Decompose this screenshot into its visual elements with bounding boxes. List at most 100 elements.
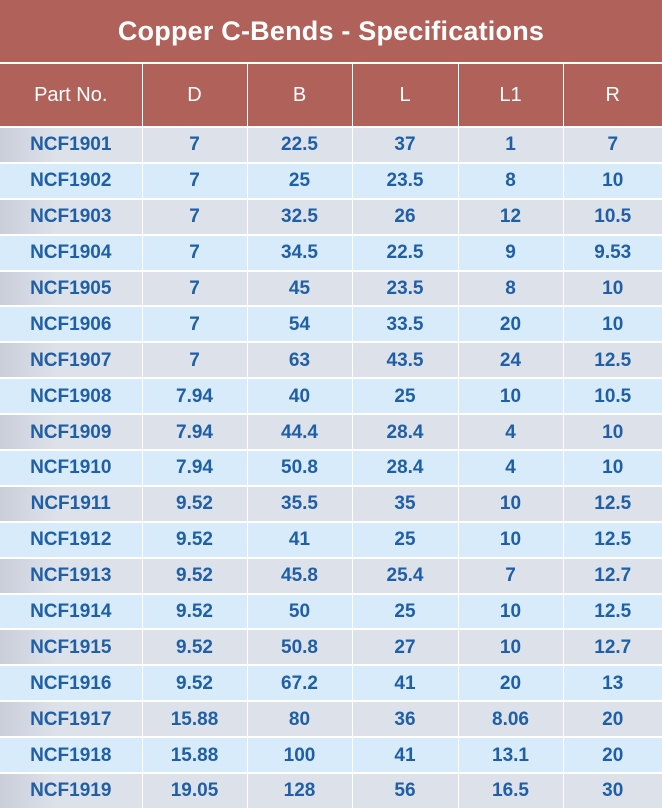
cell-l1: 10 [458,377,564,415]
column-header-d: D [142,64,248,127]
table-row: NCF1902 7 25 23.5 8 10 [0,161,662,199]
cell-d: 7.94 [142,377,248,415]
cell-b: 45 [247,269,353,307]
cell-part-no: NCF1905 [0,269,143,307]
cell-b: 40 [247,377,353,415]
cell-part-no: NCF1912 [0,520,143,558]
table-row: NCF1915 9.52 50.8 27 10 12.7 [0,628,662,666]
cell-l1: 20 [458,664,564,702]
cell-l1: 8.06 [458,700,564,738]
table-row: NCF1905 7 45 23.5 8 10 [0,269,662,307]
cell-part-no: NCF1911 [0,484,143,522]
cell-l1: 10 [458,484,564,522]
cell-r: 12.5 [563,341,662,379]
cell-b: 44.4 [247,413,353,451]
table-row: NCF1916 9.52 67.2 41 20 13 [0,664,662,702]
cell-l1: 9 [458,233,564,271]
table-row: NCF1911 9.52 35.5 35 10 12.5 [0,484,662,522]
cell-l: 25 [352,592,459,630]
cell-l1: 8 [458,161,564,199]
table-row: NCF1907 7 63 43.5 24 12.5 [0,341,662,379]
cell-l: 28.4 [352,413,459,451]
cell-r: 12.5 [563,592,662,630]
cell-r: 10 [563,269,662,307]
table-row: NCF1914 9.52 50 25 10 12.5 [0,592,662,630]
cell-r: 12.7 [563,556,662,594]
cell-l1: 10 [458,520,564,558]
table-row: NCF1903 7 32.5 26 12 10.5 [0,197,662,235]
cell-d: 7 [142,305,248,343]
cell-l: 22.5 [352,233,459,271]
cell-d: 7 [142,269,248,307]
cell-part-no: NCF1906 [0,305,143,343]
cell-l1: 12 [458,197,564,235]
cell-b: 128 [247,772,353,808]
cell-l1: 24 [458,341,564,379]
table-row: NCF1913 9.52 45.8 25.4 7 12.7 [0,556,662,594]
table-row: NCF1919 19.05 128 56 16.5 30 [0,772,662,808]
column-header-l: L [352,64,459,127]
cell-d: 9.52 [142,664,248,702]
cell-r: 10 [563,449,662,486]
table-title: Copper C-Bends - Specifications [0,0,662,64]
cell-b: 100 [247,736,353,774]
cell-b: 35.5 [247,484,353,522]
table-row: NCF1910 7.94 50.8 28.4 4 10 [0,449,662,486]
cell-b: 80 [247,700,353,738]
cell-l1: 4 [458,449,564,486]
cell-l1: 10 [458,592,564,630]
cell-part-no: NCF1918 [0,736,143,774]
cell-r: 12.5 [563,484,662,522]
cell-r: 30 [563,772,662,808]
cell-part-no: NCF1907 [0,341,143,379]
cell-l: 25 [352,520,459,558]
cell-d: 15.88 [142,736,248,774]
cell-l: 23.5 [352,269,459,307]
cell-b: 54 [247,305,353,343]
cell-l: 25.4 [352,556,459,594]
cell-l: 56 [352,772,459,808]
column-header-l1: L1 [458,64,564,127]
cell-d: 7 [142,197,248,235]
cell-l1: 10 [458,628,564,666]
cell-b: 22.5 [247,126,353,163]
cell-b: 63 [247,341,353,379]
cell-b: 45.8 [247,556,353,594]
cell-part-no: NCF1916 [0,664,143,702]
table-body: NCF1901 7 22.5 37 1 7 NCF1902 7 25 23.5 8 10 NCF1903… [0,126,662,808]
cell-r: 12.7 [563,628,662,666]
cell-l: 33.5 [352,305,459,343]
cell-b: 67.2 [247,664,353,702]
table-row: NCF1904 7 34.5 22.5 9 9.53 [0,233,662,271]
cell-part-no: NCF1919 [0,772,143,808]
cell-part-no: NCF1910 [0,449,143,486]
table-row: NCF1909 7.94 44.4 28.4 4 10 [0,413,662,451]
cell-part-no: NCF1914 [0,592,143,630]
cell-l: 37 [352,126,459,163]
cell-d: 9.52 [142,556,248,594]
cell-r: 20 [563,700,662,738]
cell-d: 7.94 [142,413,248,451]
cell-r: 20 [563,736,662,774]
column-header-part-no: Part No. [0,64,143,127]
cell-part-no: NCF1913 [0,556,143,594]
cell-l: 28.4 [352,449,459,486]
cell-r: 10.5 [563,377,662,415]
cell-l1: 16.5 [458,772,564,808]
cell-l1: 4 [458,413,564,451]
cell-d: 7 [142,126,248,163]
cell-l1: 8 [458,269,564,307]
table-row: NCF1901 7 22.5 37 1 7 [0,126,662,163]
cell-d: 7 [142,341,248,379]
column-header-b: B [247,64,353,127]
column-header-r: R [563,64,662,127]
cell-d: 7 [142,161,248,199]
cell-d: 9.52 [142,484,248,522]
table-row: NCF1917 15.88 80 36 8.06 20 [0,700,662,738]
cell-l: 27 [352,628,459,666]
cell-l: 35 [352,484,459,522]
cell-d: 9.52 [142,592,248,630]
cell-r: 12.5 [563,520,662,558]
cell-b: 34.5 [247,233,353,271]
